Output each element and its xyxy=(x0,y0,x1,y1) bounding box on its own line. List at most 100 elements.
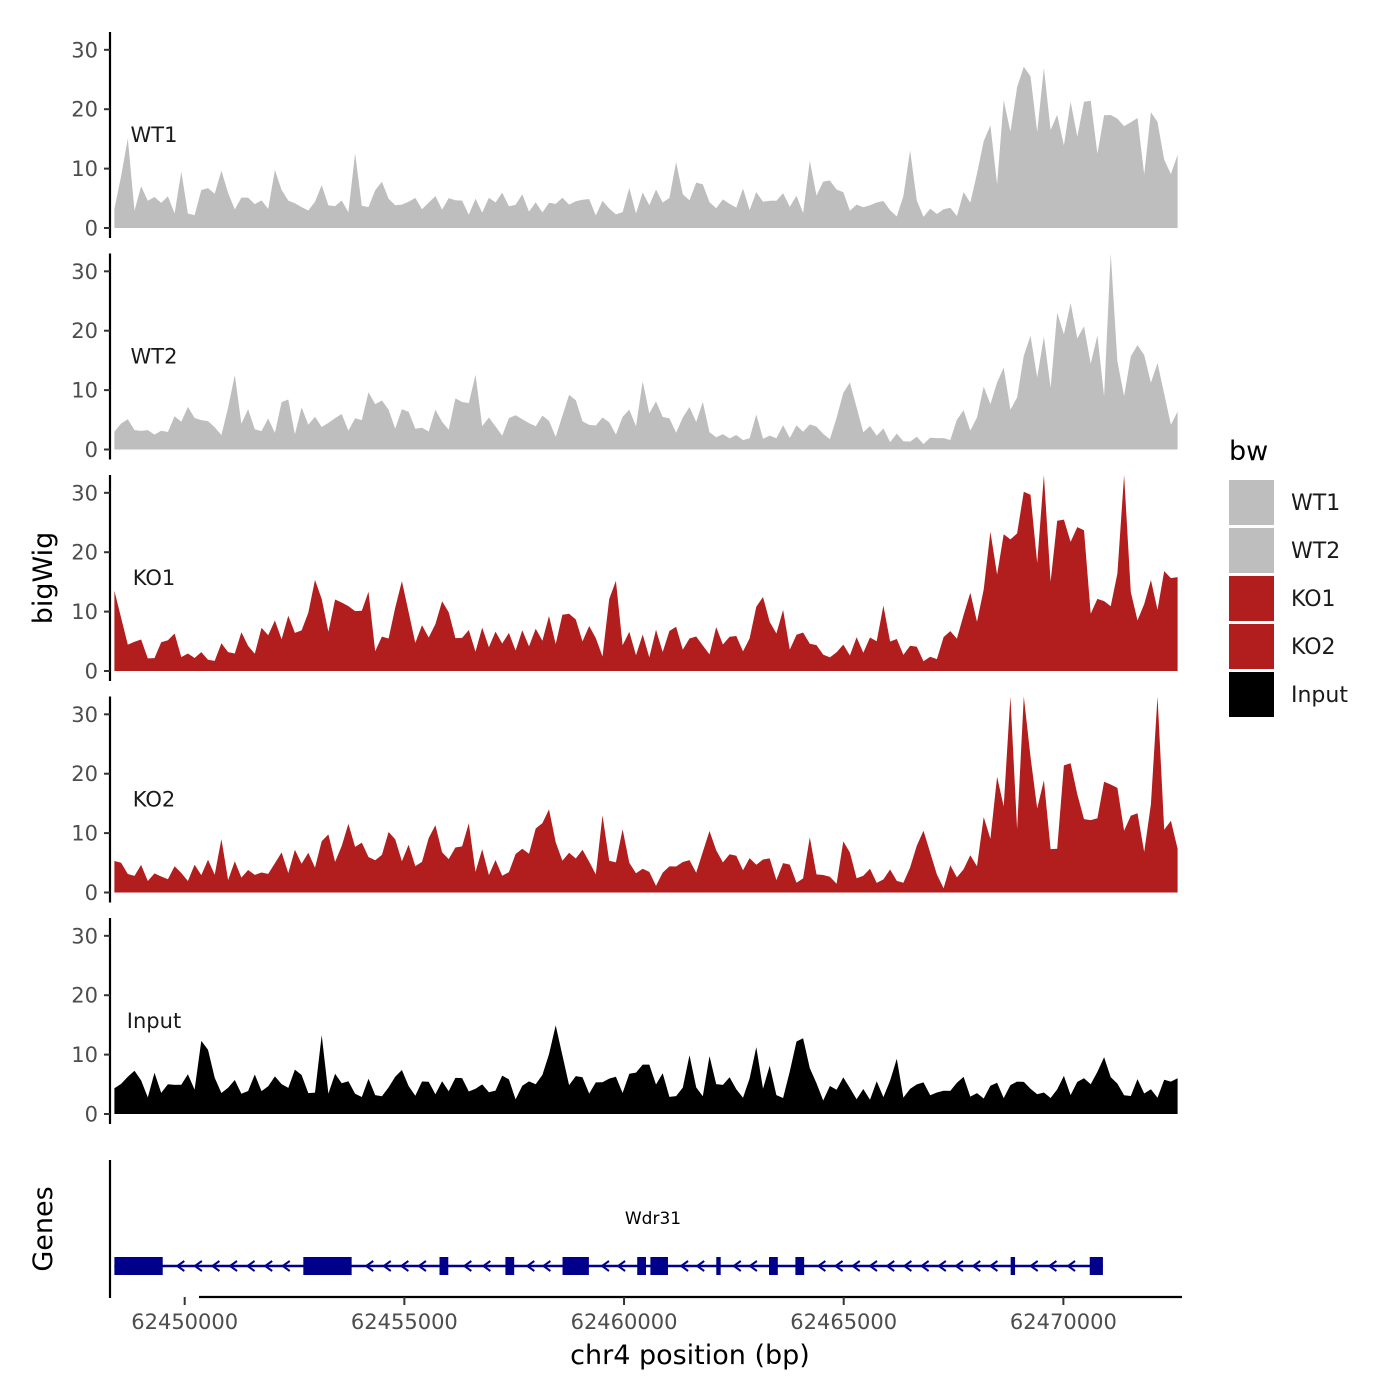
x-axis-title: chr4 position (bp) xyxy=(570,1340,810,1371)
strand-arrow xyxy=(193,1260,203,1272)
gene-exon xyxy=(716,1257,721,1275)
legend-swatch-input xyxy=(1229,672,1274,717)
y-tick-label: 20 xyxy=(71,98,98,122)
gene-exon xyxy=(795,1257,805,1275)
genes-axis-title: Genes xyxy=(28,1186,59,1271)
strand-arrow xyxy=(245,1260,256,1272)
strand-arrow xyxy=(937,1260,947,1272)
y-tick-label: 0 xyxy=(85,881,98,905)
strand-arrow xyxy=(1066,1260,1076,1272)
track-label: KO1 xyxy=(133,566,176,590)
y-tick-label: 20 xyxy=(71,762,98,786)
y-tick-label: 0 xyxy=(85,660,98,684)
strand-arrow xyxy=(364,1260,374,1272)
strand-arrow xyxy=(263,1260,273,1272)
track-wt1: 0 10 20 30 WT1 xyxy=(71,32,1178,241)
strand-arrow xyxy=(732,1260,742,1272)
y-tick-label: 30 xyxy=(71,260,98,284)
y-tick-label: 30 xyxy=(71,481,98,505)
strand-arrow xyxy=(885,1260,895,1272)
strand-arrow xyxy=(919,1260,930,1272)
x-tick-label: 62470000 xyxy=(1010,1310,1117,1334)
x-tick-label: 62465000 xyxy=(790,1310,897,1334)
legend-label-wt1: WT1 xyxy=(1291,491,1340,516)
strand-arrow xyxy=(417,1260,427,1272)
legend-swatch-wt2 xyxy=(1229,528,1274,573)
track-ko2: 0 10 20 30 KO2 xyxy=(71,696,1178,905)
area-wt1 xyxy=(114,66,1178,228)
x-tick-label: 62455000 xyxy=(351,1310,458,1334)
track-label: WT2 xyxy=(131,345,178,369)
y-tick-label: 30 xyxy=(71,924,98,948)
strand-arrow xyxy=(210,1260,221,1272)
strand-arrow xyxy=(382,1260,392,1272)
y-tick-label: 0 xyxy=(85,217,98,241)
gene-exon xyxy=(303,1257,352,1275)
gene-exon xyxy=(439,1257,449,1275)
legend-swatch-ko1 xyxy=(1229,576,1274,621)
y-tick-label: 10 xyxy=(71,822,98,846)
strand-arrow xyxy=(1047,1260,1057,1272)
y-tick-label: 20 xyxy=(71,984,98,1008)
y-tick-label: 0 xyxy=(85,438,98,462)
gene-name: Wdr31 xyxy=(625,1209,681,1229)
track-label: Input xyxy=(127,1009,181,1033)
legend: bw WT1 WT2 KO1 KO2 Input xyxy=(1229,436,1348,717)
x-tick-label: 62450000 xyxy=(131,1310,238,1334)
strand-arrow xyxy=(541,1260,551,1272)
strand-arrow xyxy=(988,1260,999,1272)
gene-exon xyxy=(114,1257,163,1275)
track-input: 0 10 20 30 Input xyxy=(71,918,1178,1127)
strand-arrow xyxy=(748,1260,758,1272)
gene-exon xyxy=(562,1257,589,1275)
strand-arrow xyxy=(175,1260,185,1272)
y-tick-label: 30 xyxy=(71,703,98,727)
gene-exon xyxy=(505,1257,515,1275)
track-label: KO2 xyxy=(133,788,176,812)
x-axis: 62450000 62455000 62460000 62465000 62470000 xyxy=(131,1295,1182,1334)
strand-arrow xyxy=(679,1260,689,1272)
track-ko1: 0 10 20 30 KO1 xyxy=(71,475,1178,684)
y-tick-label: 20 xyxy=(71,541,98,565)
y-axis-title: bigWig xyxy=(28,532,59,625)
strand-arrow xyxy=(462,1260,472,1272)
area-ko2 xyxy=(114,696,1178,893)
legend-label-ko2: KO2 xyxy=(1291,635,1336,660)
legend-label-wt2: WT2 xyxy=(1291,539,1340,564)
strand-arrow xyxy=(600,1260,610,1272)
area-input xyxy=(114,1025,1178,1114)
strand-arrow xyxy=(851,1260,861,1272)
legend-swatch-wt1 xyxy=(1229,480,1274,525)
legend-swatch-ko2 xyxy=(1229,624,1274,669)
strand-arrow xyxy=(481,1260,491,1272)
gene-exon xyxy=(637,1257,646,1275)
legend-label-input: Input xyxy=(1291,683,1348,708)
track-wt2: 0 10 20 30 WT2 xyxy=(71,253,1178,462)
strand-arrow xyxy=(399,1260,409,1272)
legend-title: bw xyxy=(1229,436,1268,467)
strand-arrow xyxy=(281,1260,291,1272)
gene-exon xyxy=(769,1257,778,1275)
signal-tracks: 0 10 20 30 WT1 0 10 20 30 WT2 0 10 20 30 KO1 0 10 20 30 KO2… xyxy=(71,32,1178,1127)
y-tick-label: 20 xyxy=(71,319,98,343)
strand-arrow xyxy=(616,1260,626,1272)
strand-arrow xyxy=(954,1260,964,1272)
y-tick-label: 30 xyxy=(71,38,98,62)
gene-track: Wdr31 xyxy=(108,1160,1103,1298)
y-tick-label: 10 xyxy=(71,157,98,181)
area-wt2 xyxy=(114,253,1178,450)
strand-arrow xyxy=(695,1260,705,1272)
gene-exon xyxy=(1089,1257,1103,1275)
area-ko1 xyxy=(114,475,1178,671)
strand-arrow xyxy=(228,1260,238,1272)
strand-arrow xyxy=(902,1260,912,1272)
x-tick-label: 62460000 xyxy=(571,1310,678,1334)
strand-arrow xyxy=(971,1260,981,1272)
y-tick-label: 10 xyxy=(71,379,98,403)
gene-exon xyxy=(1010,1257,1016,1275)
strand-arrow xyxy=(525,1260,535,1272)
strand-arrow xyxy=(833,1260,844,1272)
y-tick-label: 10 xyxy=(71,600,98,624)
